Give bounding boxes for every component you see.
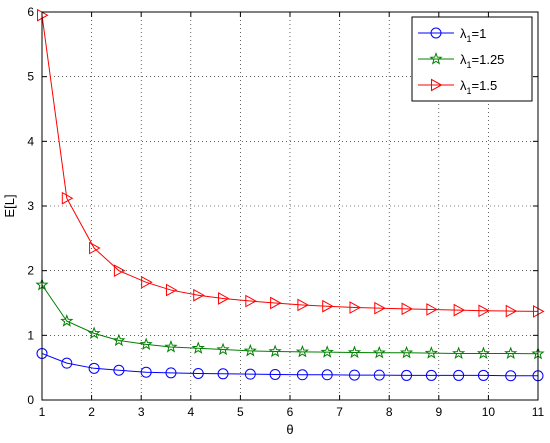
legend-label: λ1=1.5 [460,78,497,96]
x-axis-label: θ [286,422,293,437]
data-point [61,357,73,369]
legend-entry: λ1=1 [418,26,486,44]
legend-label: λ1=1 [460,26,486,44]
legend-label-symbol: λ [460,26,467,41]
data-point [348,369,360,381]
data-point [216,342,230,356]
data-point [453,303,466,317]
data-point [399,345,414,359]
data-point [476,346,491,360]
x-tick-label: 10 [482,405,496,419]
data-point [401,369,413,381]
data-point [374,301,386,315]
data-point [243,343,257,357]
data-point [165,283,178,297]
data-point [453,369,465,381]
x-tick-label: 6 [287,405,294,419]
data-point [505,304,518,318]
data-point [321,369,333,381]
data-point [322,299,334,313]
legend-label-subscript: 1 [467,60,472,70]
legend-marker [429,52,443,65]
data-point [113,364,125,376]
legend-label-symbol: λ [460,78,467,93]
data-point [295,344,309,358]
x-tick-label: 3 [138,405,145,419]
legend-entry: λ1=1.5 [418,78,497,96]
data-point [139,337,153,351]
legend-label-subscript: 1 [467,86,472,96]
y-axis-label: E[L] [2,194,17,217]
data-point [477,369,489,381]
data-point [193,288,205,302]
x-tick-label: 1 [39,405,46,419]
series-line [41,284,539,355]
x-tick-label: 5 [237,405,244,419]
data-point [505,370,517,382]
data-point [87,326,101,340]
legend-label-value: =1.25 [472,52,505,67]
data-point [297,298,309,312]
legend-marker [430,27,442,39]
x-tick-label: 2 [88,405,95,419]
series-layer [35,8,545,382]
data-point [424,346,438,359]
data-point [164,340,178,353]
legend-label-value: =1 [472,26,487,41]
data-point [478,304,490,318]
y-tick-label: 3 [27,199,34,213]
data-point [60,314,74,327]
data-point [217,368,229,380]
x-tick-label: 9 [435,405,442,419]
y-tick-label: 5 [27,70,34,84]
y-tick-label: 6 [27,5,34,19]
data-point [373,369,385,381]
data-point [269,368,281,380]
data-point [349,301,362,314]
legend-label-value: =1.5 [472,78,498,93]
legend-marker [431,78,443,92]
x-tick-label: 11 [532,405,545,419]
x-tick-label: 4 [187,405,194,419]
data-point [140,366,152,378]
legend-label-symbol: λ [460,52,467,67]
data-point [113,264,126,278]
data-point [165,367,177,379]
data-point [191,341,205,354]
data-point [141,275,153,289]
x-tick-label: 7 [336,405,343,419]
y-tick-label: 2 [27,264,34,278]
y-tick-label: 1 [27,328,34,342]
data-point [268,344,282,358]
legend-label: λ1=1.25 [460,52,504,70]
legend-entry: λ1=1.25 [418,52,504,70]
data-point [504,346,518,360]
data-point [425,369,437,381]
series-0 [36,347,544,382]
data-point [426,303,438,316]
data-point [347,345,362,359]
data-point [270,296,282,310]
x-tick-label: 8 [386,405,393,419]
legend-label-subscript: 1 [467,34,472,44]
data-point [89,241,101,255]
data-point [320,345,334,358]
data-point [244,368,256,380]
data-point [452,346,466,360]
data-point [245,294,257,308]
data-point [218,292,230,305]
data-point [88,362,100,374]
data-point [61,191,74,205]
y-tick-label: 0 [27,393,34,407]
data-point [296,369,308,381]
data-point [112,333,126,347]
y-tick-label: 4 [27,134,34,148]
data-point [401,302,414,316]
data-point [192,367,204,379]
data-point [372,345,386,359]
series-1 [35,277,545,360]
